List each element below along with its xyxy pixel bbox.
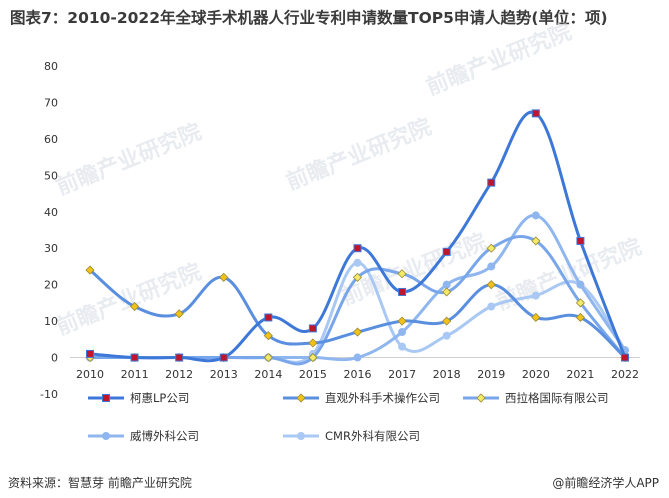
- x-tick-label: 2017: [388, 368, 416, 381]
- legend-marker: [296, 393, 306, 403]
- legend-marker: [102, 394, 110, 402]
- data-point: [398, 328, 407, 337]
- y-tick-label: 70: [44, 96, 58, 109]
- legend-label: 威博外科公司: [130, 429, 199, 443]
- data-point: [264, 313, 273, 322]
- data-point: [398, 342, 407, 351]
- legend-item: 西拉格国际有限公司: [463, 391, 609, 405]
- series-layer: [85, 109, 630, 366]
- y-tick-label: 80: [44, 60, 58, 73]
- y-tick-label: 20: [44, 279, 58, 292]
- data-point: [353, 244, 362, 253]
- series-2: [85, 265, 630, 363]
- data-point: [531, 211, 540, 220]
- x-tick-label: 2011: [121, 368, 149, 381]
- data-point: [397, 269, 407, 279]
- watermark-text: 前瞻产业研究院: [423, 19, 576, 101]
- y-tick-label: 50: [44, 169, 58, 182]
- data-point: [531, 291, 540, 300]
- data-point: [575, 312, 585, 323]
- legend-item: CMR外科有限公司: [283, 429, 420, 443]
- data-point: [130, 353, 139, 362]
- x-tick-label: 2021: [566, 368, 594, 381]
- data-point: [353, 258, 362, 267]
- watermark-text: 前瞻产业研究院: [53, 119, 206, 201]
- y-tick-label: 0: [51, 352, 58, 365]
- series-1: [86, 109, 629, 363]
- legend-item: 柯惠LP公司: [88, 391, 189, 405]
- x-tick-label: 2022: [611, 368, 639, 381]
- source-note: 资料来源：智慧芽 前瞻产业研究院: [8, 476, 192, 490]
- data-point: [352, 327, 363, 337]
- data-point: [263, 331, 273, 341]
- watermark-text: 前瞻产业研究院: [283, 114, 436, 196]
- x-tick-label: 2012: [165, 368, 193, 381]
- brand-note: @前瞻经济学人APP: [552, 476, 659, 490]
- y-tick-label: 60: [44, 133, 58, 146]
- x-tick-label: 2013: [210, 368, 238, 381]
- data-point: [85, 265, 95, 275]
- watermark-text: 前瞻产业研究院: [493, 234, 646, 316]
- data-point: [486, 243, 496, 253]
- data-point: [442, 280, 451, 289]
- data-point: [621, 353, 629, 362]
- data-point: [487, 302, 496, 311]
- x-tick-label: 2015: [299, 368, 327, 381]
- data-point: [86, 349, 94, 358]
- x-tick-label: 2018: [433, 368, 461, 381]
- legend-item: 威博外科公司: [88, 429, 199, 443]
- legend-label: 西拉格国际有限公司: [505, 391, 609, 405]
- y-tick-label: 30: [44, 242, 58, 255]
- data-point: [531, 236, 541, 246]
- legend-marker: [476, 393, 486, 403]
- x-tick-label: 2016: [344, 368, 372, 381]
- data-point: [397, 316, 407, 326]
- legend-marker: [297, 432, 305, 440]
- x-tick-label: 2020: [522, 368, 550, 381]
- data-point: [487, 262, 496, 271]
- data-point: [308, 338, 318, 348]
- series-line: [88, 110, 627, 363]
- data-point: [487, 178, 496, 187]
- data-point: [219, 353, 228, 362]
- data-point: [130, 301, 140, 312]
- legend-item: 直观外科手术操作公司: [283, 391, 440, 405]
- data-point: [352, 272, 363, 282]
- data-point: [174, 309, 184, 319]
- data-point: [442, 331, 451, 340]
- data-point: [531, 109, 540, 118]
- legend-label: 直观外科手术操作公司: [325, 391, 440, 405]
- data-point: [486, 280, 496, 290]
- data-point: [219, 272, 229, 282]
- x-tick-label: 2014: [254, 368, 282, 381]
- data-point: [263, 352, 273, 363]
- data-point: [308, 352, 318, 363]
- x-tick-label: 2010: [76, 368, 104, 381]
- legend-label: 柯惠LP公司: [130, 391, 189, 405]
- x-tick-label: 2019: [477, 368, 505, 381]
- y-tick-label: -10: [40, 388, 58, 401]
- data-point: [442, 247, 451, 256]
- chart-title: 图表7：2010-2022年全球手术机器人行业专利申请数量TOP5申请人趋势(单…: [10, 9, 608, 27]
- data-point: [575, 298, 585, 308]
- data-point: [442, 316, 452, 326]
- y-tick-label: 10: [44, 315, 58, 328]
- data-point: [576, 280, 585, 289]
- legend-marker: [102, 432, 110, 440]
- watermark-text: 前瞻产业研究院: [338, 229, 491, 311]
- data-point: [531, 312, 541, 323]
- y-tick-label: 40: [44, 206, 58, 219]
- data-point: [398, 287, 407, 296]
- legend-label: CMR外科有限公司: [325, 429, 420, 443]
- watermark-text: 前瞻产业研究院: [53, 259, 206, 341]
- data-point: [353, 353, 362, 362]
- data-point: [576, 236, 585, 245]
- data-point: [442, 287, 452, 297]
- data-point: [175, 353, 184, 362]
- data-point: [308, 324, 317, 333]
